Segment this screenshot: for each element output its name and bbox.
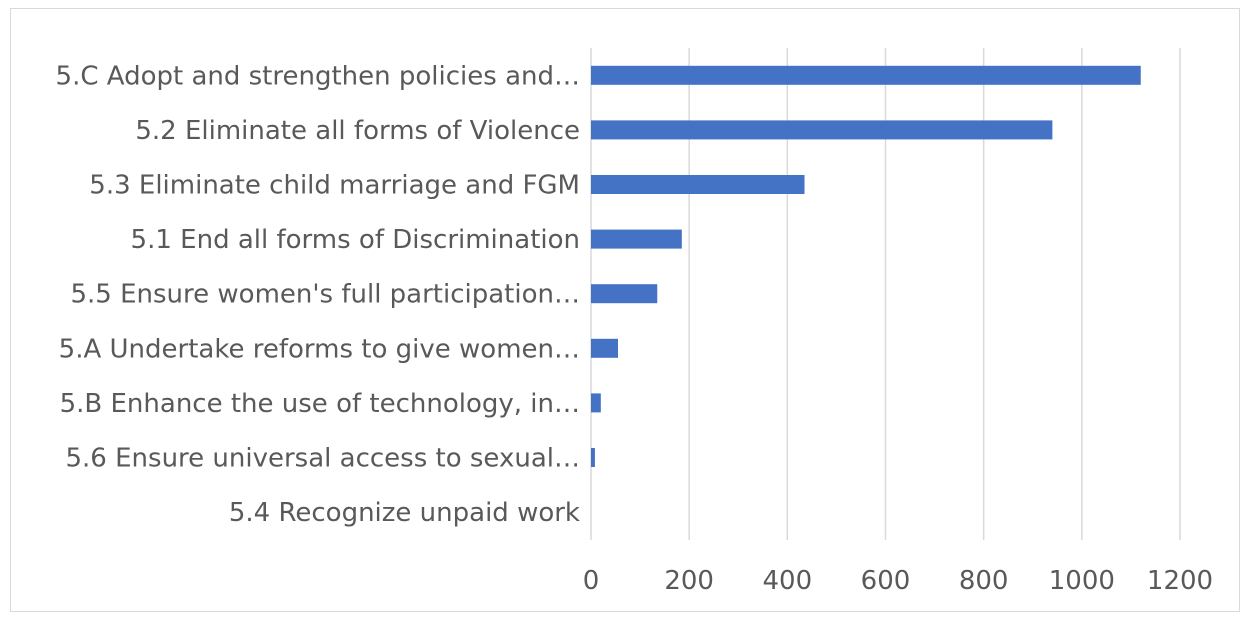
- category-label: 5.B Enhance the use of technology, in…: [60, 389, 580, 419]
- category-label: 5.3 Eliminate child marriage and FGM: [89, 171, 580, 201]
- category-label: 5.4 Recognize unpaid work: [229, 498, 580, 528]
- x-tick-label: 400: [763, 566, 813, 596]
- category-label: 5.6 Ensure universal access to sexual…: [66, 444, 581, 474]
- bar: [591, 229, 682, 249]
- bar: [591, 448, 595, 467]
- x-tick-label: 800: [959, 566, 1009, 596]
- x-tick-label: 0: [583, 566, 600, 596]
- category-label: 5.A Undertake reforms to give women…: [59, 334, 580, 364]
- category-label: 5.1 End all forms of Discrimination: [131, 225, 580, 255]
- x-tick-label: 200: [664, 566, 714, 596]
- category-labels: 5.C Adopt and strengthen policies and… 5.…: [56, 61, 580, 528]
- bar: [591, 393, 601, 413]
- category-label: 5.2 Eliminate all forms of Violence: [135, 116, 580, 146]
- bar: [591, 284, 658, 304]
- category-label: 5.5 Ensure women's full participation…: [70, 280, 580, 310]
- x-tick-label: 600: [861, 566, 911, 596]
- chart-frame: [10, 8, 1240, 612]
- bar: [591, 175, 805, 194]
- bar: [591, 65, 1141, 85]
- bar: [591, 338, 618, 358]
- x-tick-label: 1200: [1147, 566, 1213, 596]
- category-label: 5.C Adopt and strengthen policies and…: [56, 61, 580, 91]
- bars: [591, 65, 1141, 467]
- bar: [591, 120, 1053, 140]
- x-tick-label: 1000: [1049, 566, 1115, 596]
- x-tick-labels: 0 200 400 600 800 1000 1200: [583, 566, 1213, 596]
